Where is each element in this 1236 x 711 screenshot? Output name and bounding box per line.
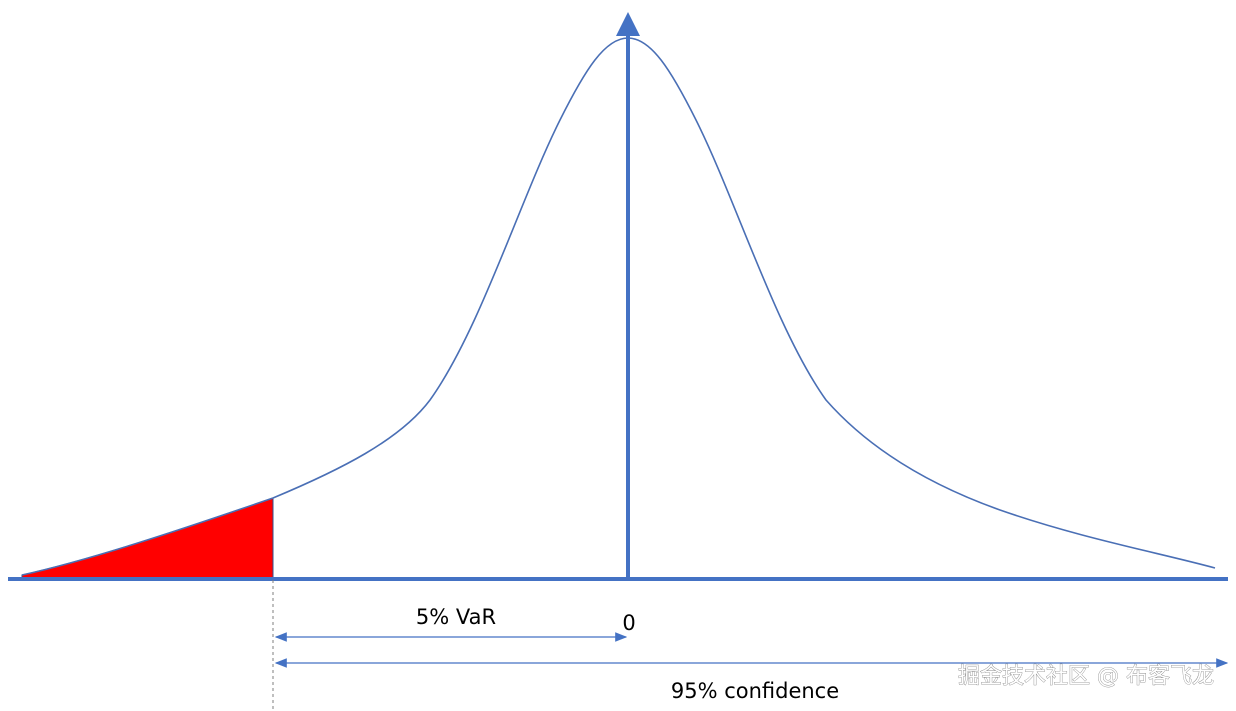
- zero-label: 0: [622, 611, 635, 635]
- watermark: 掘金技术社区 @ 布客飞龙: [958, 664, 1214, 689]
- var-label: 5% VaR: [416, 605, 496, 629]
- distribution-curve: [21, 37, 1216, 576]
- confidence-label: 95% confidence: [671, 679, 839, 703]
